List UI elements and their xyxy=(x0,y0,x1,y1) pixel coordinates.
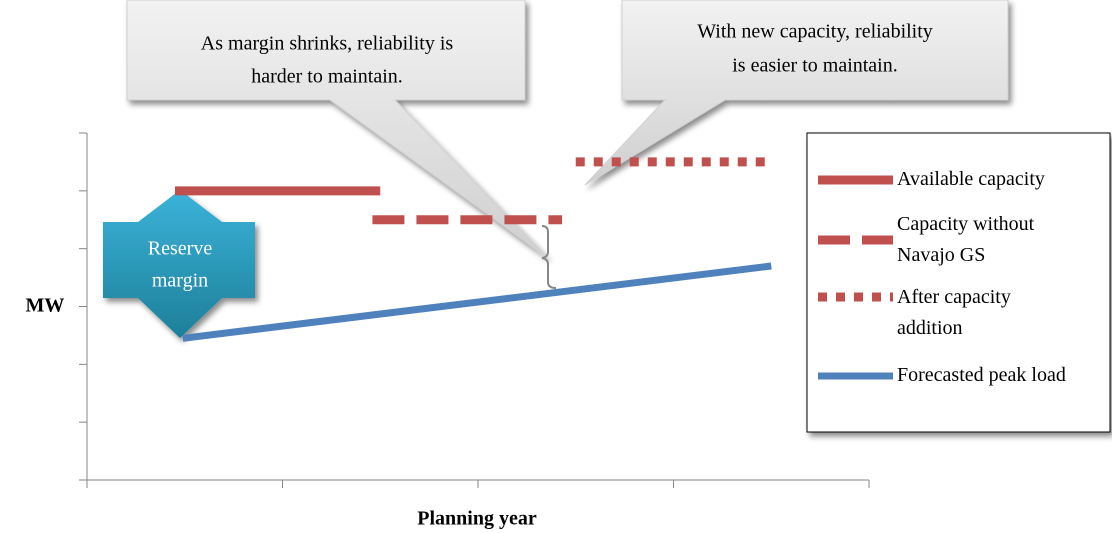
annotation-text: As margin shrinks, reliability is xyxy=(201,33,454,55)
legend-label: Capacity without Navajo GS xyxy=(897,213,1035,266)
annotation-text: margin xyxy=(152,270,208,292)
callout xyxy=(584,0,1009,186)
legend-label: Forecasted peak load xyxy=(897,364,1066,386)
legend-label: Available capacity xyxy=(897,168,1045,190)
y-axis-label: MW xyxy=(26,295,65,317)
x-axis-label: Planning year xyxy=(417,508,537,530)
bracket xyxy=(541,225,557,289)
annotation-text: is easier to maintain. xyxy=(732,55,898,77)
series-line xyxy=(182,262,772,342)
annotation-text: With new capacity, reliability xyxy=(697,21,933,43)
annotation-text: harder to maintain. xyxy=(251,66,403,88)
annotation-text: Reserve xyxy=(148,238,213,260)
reserve-margin-arrow xyxy=(103,190,255,338)
callout xyxy=(126,0,549,259)
legend-label: After capacity addition xyxy=(897,286,1011,339)
